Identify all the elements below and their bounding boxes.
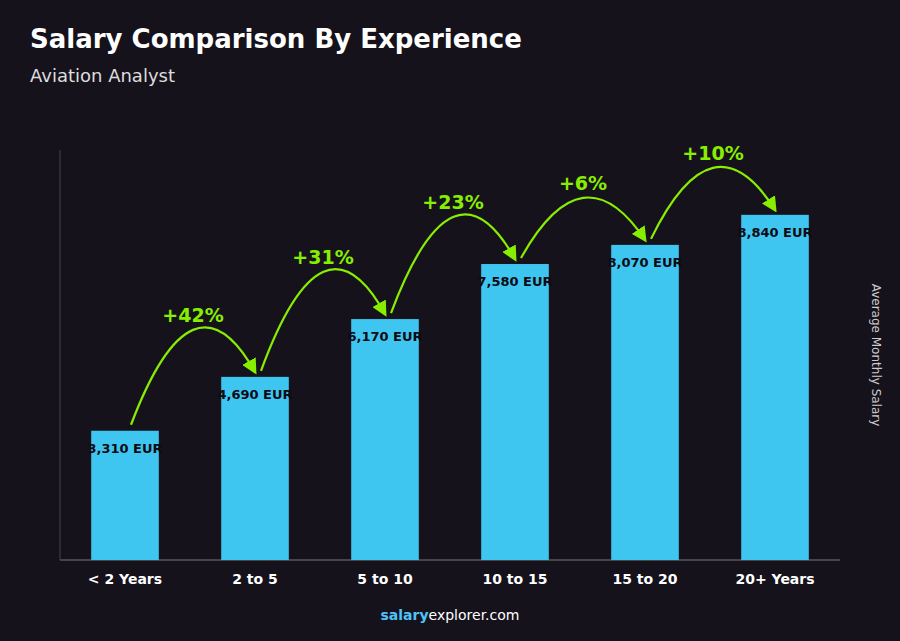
footer-part: salary [381,607,429,623]
chart: Salary Comparison By Experience Aviation … [0,0,900,641]
footer-part: explorer.com [429,607,520,623]
footer: salaryexplorer.com [381,607,520,623]
annotation: +31% [292,246,353,268]
y-axis-line [60,150,61,560]
x-tick-label: 5 to 10 [357,571,413,587]
growth-arrow [261,269,385,371]
growth-arrow [651,167,775,239]
bar [221,377,289,560]
data-label: 8,070 EUR [607,255,682,270]
bar [611,245,679,560]
title: Salary Comparison By Experience [30,24,522,54]
bar [351,319,419,560]
background [0,0,900,641]
x-tick-label: 2 to 5 [232,571,278,587]
bars [91,215,809,560]
data-label: 6,170 EUR [347,329,422,344]
growth-arrow [521,197,645,258]
bar [481,264,549,560]
x-tick-label: 20+ Years [735,571,814,587]
x-axis-line [60,560,840,561]
growth-arrow [131,327,255,424]
growth-arrow [391,214,515,313]
data-label: 8,840 EUR [737,225,812,240]
subtitle: Aviation Analyst [30,65,175,86]
annotation: +10% [682,142,743,164]
x-tick-label: < 2 Years [88,571,162,587]
data-label: 4,690 EUR [217,387,292,402]
annotation: +6% [559,172,607,194]
bar [741,215,809,560]
x-tick-label: 10 to 15 [482,571,547,587]
annotation: +42% [162,304,223,326]
data-label: 3,310 EUR [87,441,162,456]
data-label: 7,580 EUR [477,274,552,289]
annotation: +23% [422,191,483,213]
y-axis-label: Average Monthly Salary [869,284,883,427]
x-tick-label: 15 to 20 [612,571,677,587]
